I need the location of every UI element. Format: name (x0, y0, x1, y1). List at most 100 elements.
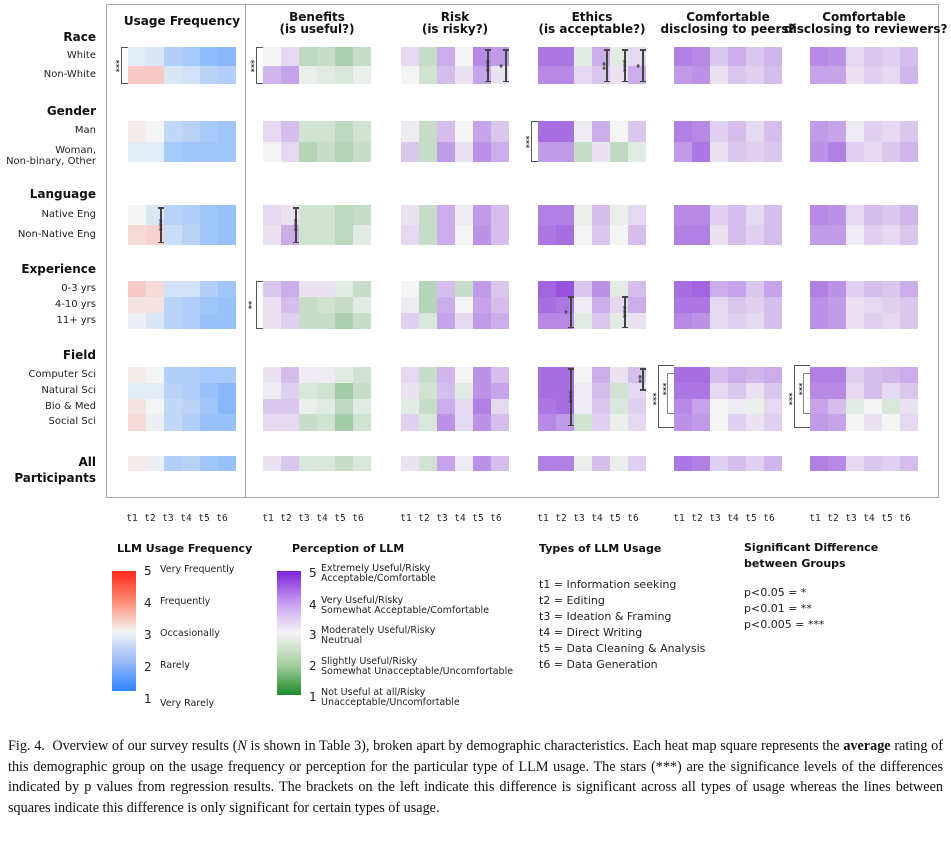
heatmap-cell (764, 398, 783, 415)
heatmap-cell (455, 398, 474, 415)
heatmap-cell (610, 382, 629, 399)
heatmap-cell (419, 382, 438, 399)
heatmap-cell (281, 367, 300, 384)
heatmap-cell (592, 121, 611, 142)
heatmap-cell (746, 47, 765, 66)
significance-stars: * (560, 309, 570, 315)
legend-frequency-level-label: Rarely (160, 660, 191, 671)
heatmap-cell (491, 398, 510, 415)
heatmap-cell (692, 205, 711, 226)
significance-line (604, 49, 610, 82)
heatmap-cell (455, 367, 474, 384)
heatmap-cell (610, 281, 629, 298)
heatmap-cell (538, 297, 557, 314)
heatmap-cell (592, 313, 611, 330)
significance-stars: *** (794, 382, 804, 396)
heatmap-cell (353, 398, 372, 415)
heatmap-cell (263, 313, 282, 330)
heatmap-cell (182, 414, 201, 431)
x-tick-label: t5 (745, 513, 757, 524)
legend-frequency-level-value: 5 (144, 564, 152, 578)
heatmap-cell (335, 367, 354, 384)
legend-perception-level-value: 5 (309, 566, 317, 580)
heatmap-cell (401, 414, 420, 431)
x-tick-label: t5 (472, 513, 484, 524)
heatmap-cell (538, 121, 557, 142)
row-label: White (66, 50, 96, 62)
significance-stars: *** (111, 59, 121, 72)
heatmap-cell (218, 65, 237, 85)
significance-line (640, 368, 646, 391)
heatmap-cell (200, 205, 219, 226)
figure: Usage Frequency t1 t2 t3 t4 t5 t6 Benefits (is u… (6, 4, 947, 524)
heatmap-cell (263, 398, 282, 415)
heatmap-cell (164, 382, 183, 399)
heatmap-cell (674, 367, 693, 384)
heatmap-cell (764, 225, 783, 246)
heatmap-cell (164, 398, 183, 415)
heatmap-cell (864, 414, 883, 431)
heatmap-cell (263, 121, 282, 142)
heatmap-cell (491, 367, 510, 384)
heatmap-cell (900, 281, 919, 298)
heatmap-cell (353, 65, 372, 85)
heatmap-cell (401, 65, 420, 85)
heatmap-cell (628, 281, 647, 298)
heatmap-cell (437, 414, 456, 431)
heatmap-cell (128, 121, 147, 142)
heatmap-cell (746, 141, 765, 163)
heatmap-cell (146, 313, 165, 330)
heatmap-cell (846, 313, 865, 330)
legend-frequency-level-label: Very Rarely (160, 698, 215, 709)
heatmap-cell (473, 313, 492, 330)
heatmap-cell (419, 367, 438, 384)
caption-emph: average (843, 738, 891, 754)
heatmap-cell (317, 398, 336, 415)
heatmap-cell (556, 313, 575, 330)
heatmap-cell (846, 414, 865, 431)
usage-type-definition: t5 = Data Cleaning & Analysis (539, 642, 706, 655)
x-tick-label: t1 (809, 513, 821, 524)
heatmap-cell (182, 456, 201, 472)
significance-bracket (531, 121, 538, 162)
heatmap-cell (846, 121, 865, 142)
heatmap-cell (746, 313, 765, 330)
significance-bracket-inner (667, 373, 674, 415)
heatmap-cell (674, 297, 693, 314)
x-tick-label: t4 (863, 513, 875, 524)
heatmap-cell (692, 414, 711, 431)
significance-stars: *** (481, 59, 491, 72)
heatmap-cell (353, 297, 372, 314)
heatmap-cell (592, 141, 611, 163)
x-tick-label: t3 (709, 513, 721, 524)
heatmap-cell (628, 456, 647, 472)
heatmap-cell (674, 65, 693, 85)
heatmap-cell (182, 205, 201, 226)
caption-text-1: Overview of our survey results ( (52, 738, 238, 754)
x-tick-label: t1 (400, 513, 412, 524)
legend-significance-title-2: between Groups (744, 557, 846, 570)
heatmap-cell (299, 225, 318, 246)
heatmap-cell (592, 47, 611, 66)
legend-perception-level-label: Very Useful/Risky (321, 595, 404, 606)
x-tick-label: t6 (627, 513, 639, 524)
heatmap-cell (628, 65, 647, 85)
heatmap-cell (164, 367, 183, 384)
heatmap-cell (574, 205, 593, 226)
heatmap-cell (218, 47, 237, 66)
row-label: Woman, Non-binary, Other (6, 144, 96, 167)
heatmap-cell (882, 398, 901, 415)
legend-perception-level-sublabel: Somewhat Acceptable/Comfortable (321, 605, 490, 616)
heatmap-cell (692, 313, 711, 330)
heatmap-cell (628, 313, 647, 330)
heatmap-cell (182, 367, 201, 384)
heatmap-cell (263, 225, 282, 246)
heatmap-cell (882, 456, 901, 472)
heatmap-cell (299, 367, 318, 384)
heatmap-cell (746, 398, 765, 415)
panel-title-risk: Risk (440, 10, 470, 24)
heatmap-cell (164, 205, 183, 226)
heatmap-cell (263, 205, 282, 226)
heatmap-cell (164, 65, 183, 85)
heatmap-cell (353, 225, 372, 246)
